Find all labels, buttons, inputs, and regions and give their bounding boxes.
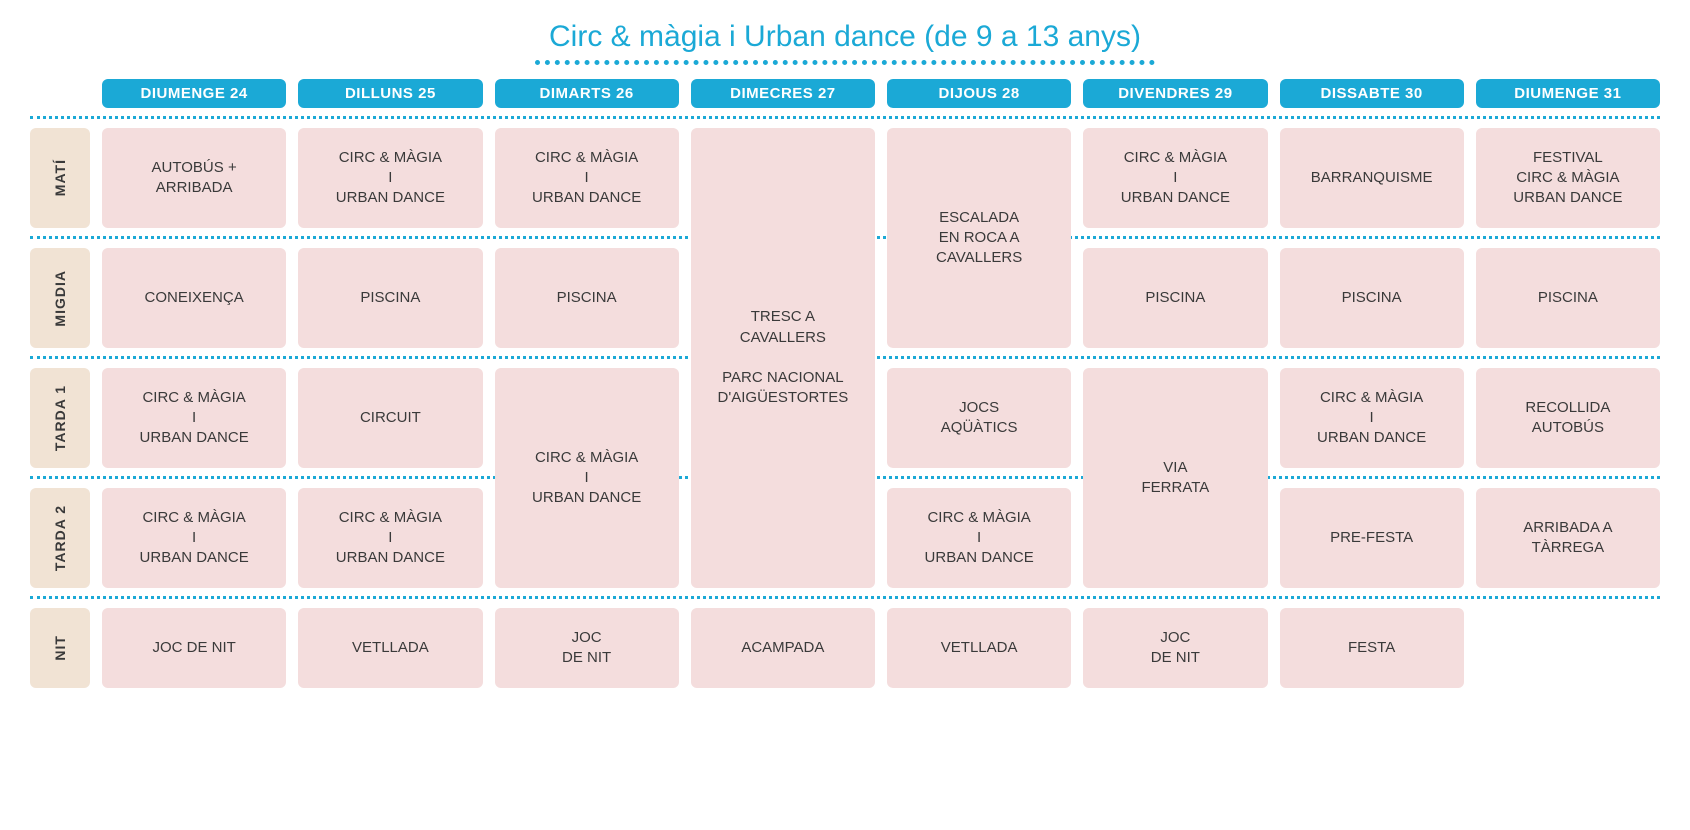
row-label-cell: TARDA 2 <box>30 488 90 588</box>
schedule-cell: ARRIBADA A TÀRREGA <box>1476 488 1660 588</box>
schedule-cell: CIRC & MÀGIA I URBAN DANCE <box>102 488 286 588</box>
day-header: DIUMENGE 24 <box>102 79 286 108</box>
schedule-cell: VETLLADA <box>887 608 1071 688</box>
schedule-cell: PISCINA <box>495 248 679 348</box>
schedule-cell: JOC DE NIT <box>102 608 286 688</box>
row-label: MIGDIA <box>52 270 68 327</box>
schedule-cell: ACAMPADA <box>691 608 875 688</box>
day-header: DIMECRES 27 <box>691 79 875 108</box>
schedule-grid: DIUMENGE 24 DILLUNS 25 DIMARTS 26 DIMECRES … <box>30 79 1660 688</box>
row-divider <box>30 596 1660 599</box>
schedule-cell: FESTA <box>1280 608 1464 688</box>
schedule-cell: PISCINA <box>1280 248 1464 348</box>
title-underline <box>535 60 1155 65</box>
schedule-cell: TRESC A CAVALLERS PARC NACIONAL D'AIGÜES… <box>691 128 875 588</box>
row-label-cell: MIGDIA <box>30 248 90 348</box>
day-header: DIMARTS 26 <box>495 79 679 108</box>
schedule-cell: PISCINA <box>1476 248 1660 348</box>
schedule-cell: VIA FERRATA <box>1083 368 1267 588</box>
schedule-cell: BARRANQUISME <box>1280 128 1464 228</box>
day-header: DISSABTE 30 <box>1280 79 1464 108</box>
schedule-cell: CIRCUIT <box>298 368 482 468</box>
row-label: TARDA 2 <box>52 505 68 571</box>
row-label-cell: MATÍ <box>30 128 90 228</box>
schedule-cell: CONEIXENÇA <box>102 248 286 348</box>
day-header: DIUMENGE 31 <box>1476 79 1660 108</box>
schedule-cell: JOCS AQÜÀTICS <box>887 368 1071 468</box>
row-label-cell: TARDA 1 <box>30 368 90 468</box>
schedule-cell: CIRC & MÀGIA I URBAN DANCE <box>1083 128 1267 228</box>
schedule-cell: JOC DE NIT <box>1083 608 1267 688</box>
schedule-cell: CIRC & MÀGIA I URBAN DANCE <box>102 368 286 468</box>
schedule-cell: PISCINA <box>298 248 482 348</box>
schedule-cell: RECOLLIDA AUTOBÚS <box>1476 368 1660 468</box>
schedule-cell: CIRC & MÀGIA I URBAN DANCE <box>298 488 482 588</box>
row-label: NIT <box>52 635 68 661</box>
schedule-cell: VETLLADA <box>298 608 482 688</box>
schedule-cell: JOC DE NIT <box>495 608 679 688</box>
schedule-cell: CIRC & MÀGIA I URBAN DANCE <box>1280 368 1464 468</box>
schedule-cell: CIRC & MÀGIA I URBAN DANCE <box>495 368 679 588</box>
schedule-cell: CIRC & MÀGIA I URBAN DANCE <box>887 488 1071 588</box>
row-label-cell: NIT <box>30 608 90 688</box>
schedule-cell: AUTOBÚS + ARRIBADA <box>102 128 286 228</box>
row-label: MATÍ <box>52 159 68 196</box>
day-header: DIJOUS 28 <box>887 79 1071 108</box>
day-header: DIVENDRES 29 <box>1083 79 1267 108</box>
schedule-cell: PRE-FESTA <box>1280 488 1464 588</box>
row-label: TARDA 1 <box>52 385 68 451</box>
schedule-cell: PISCINA <box>1083 248 1267 348</box>
schedule-cell: ESCALADA EN ROCA A CAVALLERS <box>887 128 1071 348</box>
page-title: Circ & màgia i Urban dance (de 9 a 13 an… <box>30 20 1660 54</box>
row-divider <box>30 116 1660 119</box>
day-header: DILLUNS 25 <box>298 79 482 108</box>
schedule-cell: FESTIVAL CIRC & MÀGIA URBAN DANCE <box>1476 128 1660 228</box>
schedule-cell: CIRC & MÀGIA I URBAN DANCE <box>495 128 679 228</box>
schedule-cell: CIRC & MÀGIA I URBAN DANCE <box>298 128 482 228</box>
